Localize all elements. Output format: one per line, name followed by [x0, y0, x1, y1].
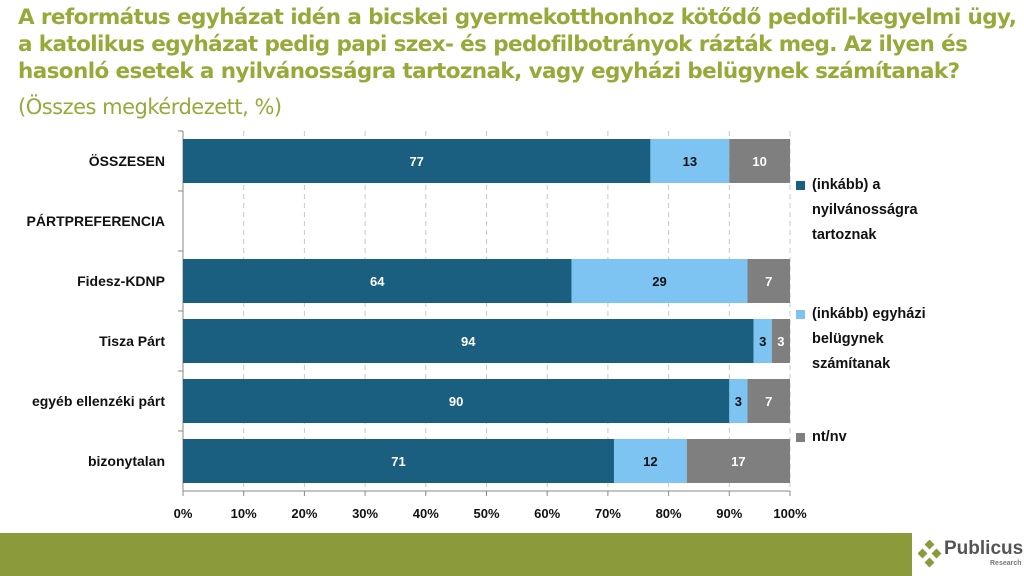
- x-tick-label: 60%: [534, 506, 560, 521]
- data-label: 12: [643, 454, 657, 469]
- bar-segment: [613, 439, 687, 483]
- data-label: 3: [735, 394, 742, 409]
- legend-item: (inkább) a nyilvánosságra tartoznak: [796, 173, 937, 248]
- bar-segment: [729, 139, 790, 183]
- x-tick-label: 90%: [716, 506, 742, 521]
- x-tick-label: 10%: [231, 506, 257, 521]
- bar-segment: [753, 319, 772, 363]
- category-label: Tisza Párt: [99, 333, 165, 349]
- publicus-logo: Publicus Research: [918, 538, 1024, 572]
- chart-subtitle: (Összes megkérdezett, %): [18, 95, 282, 119]
- x-tick-label: 100%: [773, 506, 807, 521]
- x-tick-label: 20%: [291, 506, 317, 521]
- bar-segment: [650, 139, 730, 183]
- data-label: 94: [461, 334, 476, 349]
- legend-label: (inkább) egyházi belügynek számítanak: [812, 306, 926, 372]
- chart: 0% 10% 20% 30% 40% 50% 60% 70% 80% 90% 100% ÖSSZESE…: [27, 130, 807, 521]
- legend-swatch: [796, 181, 805, 190]
- logo-diamond-icon: [918, 540, 942, 568]
- bar-segment: [571, 259, 748, 303]
- category-label: bizonytalan: [88, 453, 165, 469]
- data-label: 90: [449, 394, 463, 409]
- x-tick-label: 40%: [413, 506, 439, 521]
- category-label: PÁRTPREFERENCIA: [27, 213, 165, 229]
- logo-text: Publicus: [944, 538, 1024, 559]
- data-label: 64: [370, 274, 385, 289]
- legend-swatch: [796, 310, 805, 319]
- legend-label: (inkább) a nyilvánosságra tartoznak: [812, 177, 918, 243]
- bar-segment: [686, 439, 790, 483]
- bar-segment: [183, 139, 651, 183]
- bar-segment: [747, 259, 790, 303]
- data-label: 7: [765, 394, 772, 409]
- bar-segment: [771, 319, 790, 363]
- x-tick-label: 0%: [174, 506, 193, 521]
- legend-item: nt/nv: [796, 425, 937, 450]
- bar-segment: [729, 379, 748, 423]
- x-tick-label: 80%: [656, 506, 682, 521]
- data-label: 13: [683, 154, 697, 169]
- bar-segment: [183, 379, 730, 423]
- category-label: ÖSSZESEN: [89, 153, 165, 169]
- x-tick-label: 70%: [595, 506, 621, 521]
- data-label: 71: [391, 454, 405, 469]
- x-tick-label: 30%: [352, 506, 378, 521]
- data-label: 10: [752, 154, 766, 169]
- category-label: egyéb ellenzéki párt: [32, 393, 165, 409]
- data-label: 3: [759, 334, 766, 349]
- chart-title: A református egyházat idén a bicskei gye…: [18, 5, 1017, 84]
- bar-segment: [183, 259, 572, 303]
- data-label: 29: [652, 274, 666, 289]
- data-label: 7: [765, 274, 772, 289]
- legend-item: (inkább) egyházi belügynek számítanak: [796, 302, 937, 377]
- bar-segment: [747, 379, 790, 423]
- data-label: 3: [777, 334, 784, 349]
- logo-subtext: Research: [990, 560, 1022, 567]
- category-label: Fidesz-KDNP: [77, 273, 165, 289]
- x-tick-label: 50%: [473, 506, 499, 521]
- data-label: 77: [409, 154, 423, 169]
- footer-band: [0, 533, 912, 576]
- bar-segment: [183, 319, 754, 363]
- legend-swatch: [796, 433, 805, 442]
- bar-segment: [183, 439, 614, 483]
- data-label: 17: [731, 454, 745, 469]
- legend-label: nt/nv: [812, 429, 847, 445]
